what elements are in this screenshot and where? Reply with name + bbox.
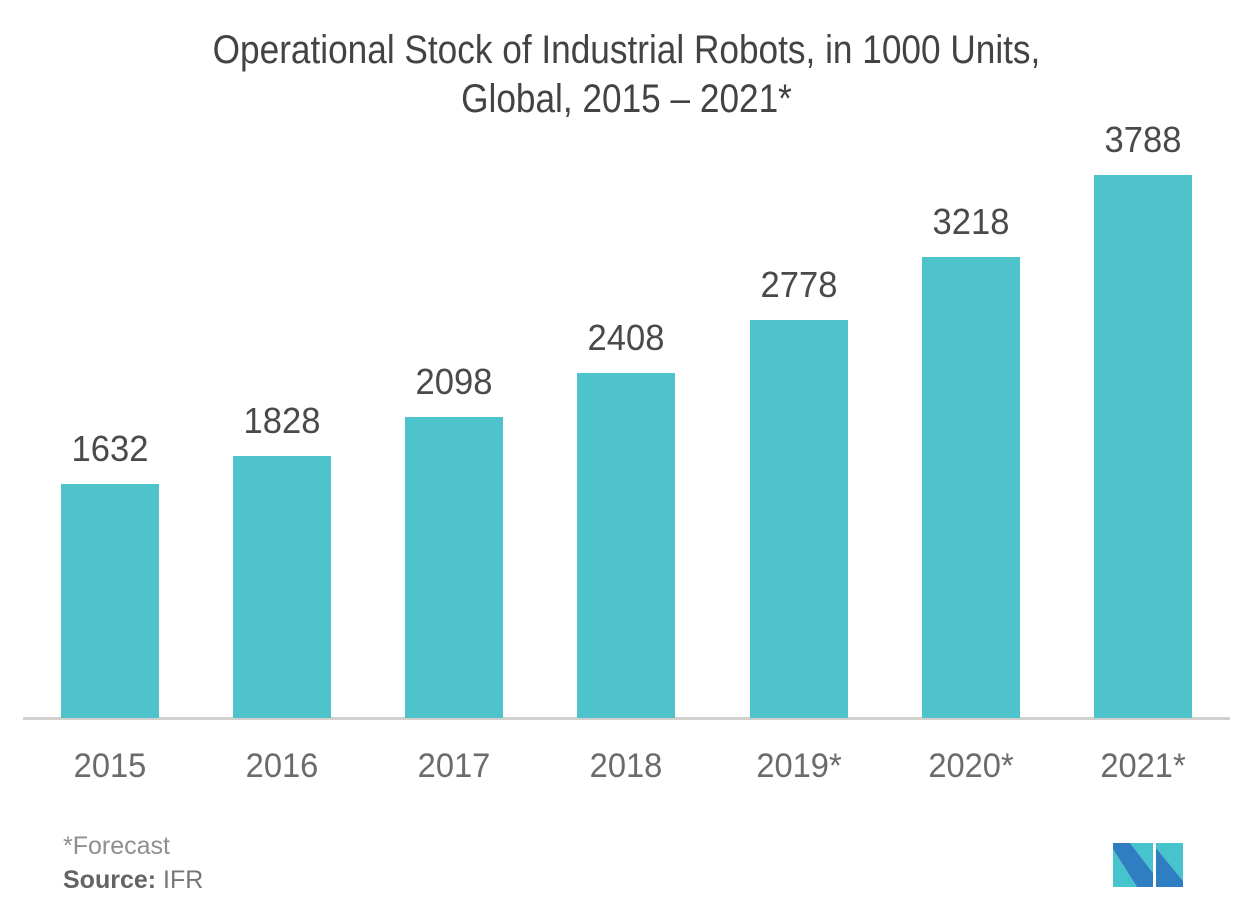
bar-2018 — [577, 373, 675, 718]
forecast-note: *Forecast — [63, 832, 170, 860]
bar-value-label: 1828 — [243, 400, 321, 441]
bar-2017 — [405, 417, 503, 718]
mordor-intelligence-m-logo — [1113, 843, 1183, 887]
x-axis-label: 2021* — [1100, 747, 1186, 785]
x-axis-label: 2015 — [73, 747, 147, 785]
bar-2015 — [61, 484, 159, 718]
bar-2020 — [922, 257, 1020, 718]
bar-value-label: 2778 — [760, 264, 838, 305]
bar-2016 — [233, 456, 331, 718]
x-axis-label: 2020* — [928, 747, 1014, 785]
footnote: *Forecast Source: IFR — [63, 830, 203, 897]
bar-value-label: 3218 — [932, 201, 1010, 242]
bar-2021 — [1094, 175, 1192, 718]
chart-title: Operational Stock of Industrial Robots, … — [75, 26, 1178, 124]
x-axis-label: 2017 — [417, 747, 491, 785]
source-note: Source: IFR — [63, 864, 203, 898]
bar-value-label: 2098 — [415, 361, 493, 402]
source-label: Source: — [63, 865, 157, 894]
logo-teal-right-bar — [1156, 843, 1183, 881]
x-axis-line — [23, 717, 1230, 720]
x-axis-label: 2018 — [589, 747, 663, 785]
logo-blue-diagonal-band — [1113, 843, 1153, 887]
logo-blue-right-triangle — [1156, 848, 1183, 887]
bar-value-label: 1632 — [71, 428, 149, 469]
bar-value-label: 2408 — [587, 317, 665, 358]
bar-2019 — [750, 320, 848, 718]
bar-value-label: 3788 — [1104, 119, 1182, 160]
x-axis-label: 2019* — [756, 747, 842, 785]
chart-title-line2: Global, 2015 – 2021* — [461, 76, 792, 121]
x-axis-label: 2016 — [245, 747, 319, 785]
source-value: IFR — [156, 865, 204, 894]
chart-title-line1: Operational Stock of Industrial Robots, … — [212, 28, 1041, 72]
